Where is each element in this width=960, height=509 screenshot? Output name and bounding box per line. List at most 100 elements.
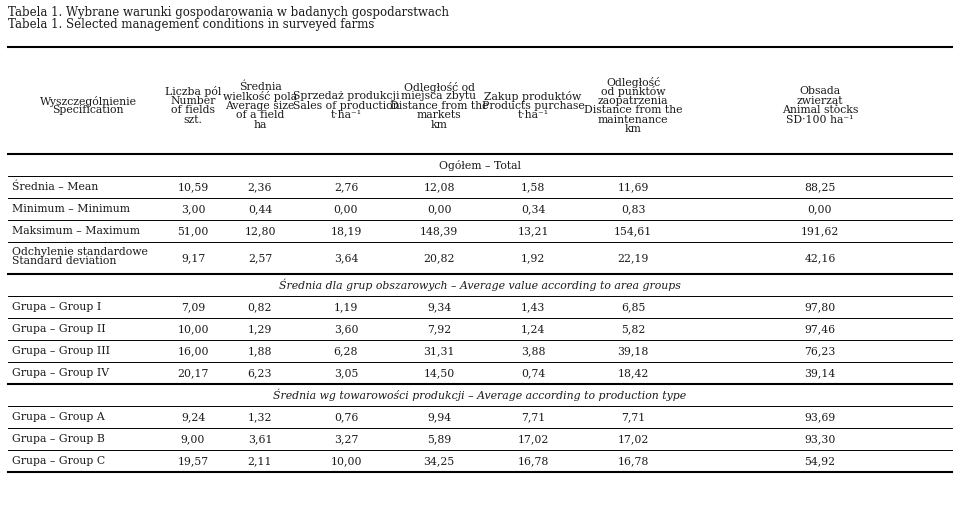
Text: 1,32: 1,32: [248, 412, 273, 422]
Text: 17,02: 17,02: [617, 434, 649, 444]
Text: Odległość: Odległość: [606, 77, 660, 88]
Text: 0,34: 0,34: [521, 204, 545, 214]
Text: 97,46: 97,46: [804, 324, 835, 334]
Text: 3,88: 3,88: [520, 346, 545, 356]
Text: of a field: of a field: [236, 110, 284, 120]
Text: 20,17: 20,17: [178, 368, 208, 378]
Text: Zakup produktów: Zakup produktów: [485, 91, 582, 102]
Text: Grupa – Group I: Grupa – Group I: [12, 302, 101, 312]
Text: 18,42: 18,42: [617, 368, 649, 378]
Text: 22,19: 22,19: [617, 253, 649, 263]
Text: 2,36: 2,36: [248, 182, 273, 192]
Text: 17,02: 17,02: [517, 434, 549, 444]
Text: t·ha⁻¹: t·ha⁻¹: [330, 110, 362, 120]
Text: Products purchase: Products purchase: [482, 100, 585, 110]
Text: 1,29: 1,29: [248, 324, 273, 334]
Text: 19,57: 19,57: [178, 456, 208, 466]
Text: 3,05: 3,05: [334, 368, 358, 378]
Text: Średnia: Średnia: [239, 81, 281, 92]
Text: zaopatrzenia: zaopatrzenia: [598, 96, 668, 106]
Text: 88,25: 88,25: [804, 182, 836, 192]
Text: 76,23: 76,23: [804, 346, 836, 356]
Text: 6,23: 6,23: [248, 368, 273, 378]
Text: 191,62: 191,62: [801, 226, 839, 236]
Text: 9,17: 9,17: [180, 253, 205, 263]
Text: 0,00: 0,00: [334, 204, 358, 214]
Text: 9,24: 9,24: [180, 412, 205, 422]
Text: Specification: Specification: [52, 105, 124, 115]
Text: 54,92: 54,92: [804, 456, 835, 466]
Text: 148,39: 148,39: [420, 226, 458, 236]
Text: 0,74: 0,74: [521, 368, 545, 378]
Text: 2,11: 2,11: [248, 456, 273, 466]
Text: Liczba pól: Liczba pól: [165, 86, 221, 97]
Text: 39,18: 39,18: [617, 346, 649, 356]
Text: 1,88: 1,88: [248, 346, 273, 356]
Text: 3,00: 3,00: [180, 204, 205, 214]
Text: Number: Number: [170, 96, 216, 106]
Text: 0,44: 0,44: [248, 204, 272, 214]
Text: Grupa – Group B: Grupa – Group B: [12, 434, 105, 444]
Text: 3,60: 3,60: [334, 324, 358, 334]
Text: Wyszczególnienie: Wyszczególnienie: [39, 96, 136, 107]
Text: 18,19: 18,19: [330, 226, 362, 236]
Text: Grupa – Group III: Grupa – Group III: [12, 346, 110, 356]
Text: 0,82: 0,82: [248, 302, 273, 312]
Text: 0,00: 0,00: [427, 204, 451, 214]
Text: 34,25: 34,25: [423, 456, 455, 466]
Text: 5,89: 5,89: [427, 434, 451, 444]
Text: 16,78: 16,78: [517, 456, 549, 466]
Text: Średnia dla grup obszarowych – Average value according to area groups: Średnia dla grup obszarowych – Average v…: [279, 279, 681, 291]
Text: 39,14: 39,14: [804, 368, 835, 378]
Text: Average size: Average size: [226, 100, 295, 110]
Text: 6,85: 6,85: [621, 302, 645, 312]
Text: Standard deviation: Standard deviation: [12, 257, 116, 267]
Text: ha: ha: [253, 120, 267, 129]
Text: Tabela 1. Wybrane warunki gospodarowania w badanych gospodarstwach: Tabela 1. Wybrane warunki gospodarowania…: [8, 6, 449, 19]
Text: 12,08: 12,08: [423, 182, 455, 192]
Text: 31,31: 31,31: [423, 346, 455, 356]
Text: Średnia – Mean: Średnia – Mean: [12, 182, 98, 192]
Text: 2,76: 2,76: [334, 182, 358, 192]
Text: 12,80: 12,80: [244, 226, 276, 236]
Text: Odległość od: Odległość od: [403, 81, 474, 93]
Text: Średnia wg towarowości produkcji – Average according to production type: Średnia wg towarowości produkcji – Avera…: [274, 389, 686, 401]
Text: 16,00: 16,00: [178, 346, 208, 356]
Text: Grupa – Group C: Grupa – Group C: [12, 456, 106, 466]
Text: Odchylenie standardowe: Odchylenie standardowe: [12, 247, 148, 257]
Text: 51,00: 51,00: [178, 226, 208, 236]
Text: szt.: szt.: [183, 115, 203, 125]
Text: 9,00: 9,00: [180, 434, 205, 444]
Text: Grupa – Group IV: Grupa – Group IV: [12, 368, 109, 378]
Text: Sprzedaż produkcji: Sprzedaż produkcji: [293, 91, 399, 101]
Text: 0,83: 0,83: [621, 204, 645, 214]
Text: 1,19: 1,19: [334, 302, 358, 312]
Text: 5,82: 5,82: [621, 324, 645, 334]
Text: 7,71: 7,71: [521, 412, 545, 422]
Text: 10,00: 10,00: [178, 324, 208, 334]
Text: 1,92: 1,92: [521, 253, 545, 263]
Text: Distance from the: Distance from the: [584, 105, 683, 115]
Text: 6,28: 6,28: [334, 346, 358, 356]
Text: maintenance: maintenance: [598, 115, 668, 125]
Text: t·ha⁻¹: t·ha⁻¹: [517, 110, 548, 120]
Text: Distance from the: Distance from the: [390, 100, 489, 110]
Text: km: km: [431, 120, 447, 129]
Text: 9,94: 9,94: [427, 412, 451, 422]
Text: km: km: [625, 124, 641, 134]
Text: 1,58: 1,58: [521, 182, 545, 192]
Text: Maksimum – Maximum: Maksimum – Maximum: [12, 226, 140, 236]
Text: miejsca zbytu: miejsca zbytu: [401, 91, 476, 101]
Text: Animal stocks: Animal stocks: [781, 105, 858, 115]
Text: 0,76: 0,76: [334, 412, 358, 422]
Text: 9,34: 9,34: [427, 302, 451, 312]
Text: 3,64: 3,64: [334, 253, 358, 263]
Text: Ogółem – Total: Ogółem – Total: [439, 159, 521, 171]
Text: 14,50: 14,50: [423, 368, 455, 378]
Text: 93,69: 93,69: [804, 412, 835, 422]
Text: 13,21: 13,21: [517, 226, 549, 236]
Text: Tabela 1. Selected management conditions in surveyed farms: Tabela 1. Selected management conditions…: [8, 18, 374, 31]
Text: Grupa – Group II: Grupa – Group II: [12, 324, 106, 334]
Text: 42,16: 42,16: [804, 253, 836, 263]
Text: 10,00: 10,00: [330, 456, 362, 466]
